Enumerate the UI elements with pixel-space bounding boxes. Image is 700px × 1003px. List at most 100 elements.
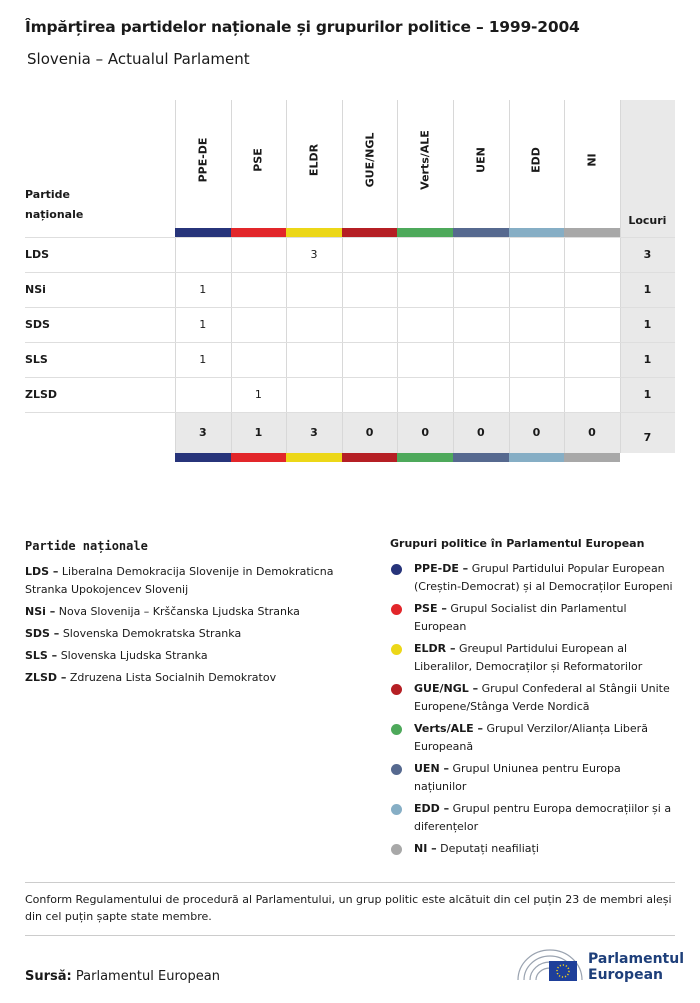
group-total: 0 [532,426,541,439]
legend-text: Grupul Verzilor/Alianța Liberă Europeană [414,722,648,753]
legend-dot [391,604,402,615]
title: Împărțirea partidelor naționale și grupu… [25,18,580,36]
group-color-bar [397,228,453,237]
group-color-bar [341,228,398,237]
legend-dot [391,644,402,655]
legend-item: NSi – Nova Slovenija – Krščanska Ljudska… [25,603,335,621]
row-total: 3 [643,248,652,261]
group-color-bar [453,228,509,237]
legend-text: Grupul Confederal al Stângii Unite Europ… [414,682,670,713]
legend-text: Slovenska Ljudska Stranka [60,649,208,662]
source-text: Parlamentul European [75,969,220,984]
group-total: 0 [588,426,596,439]
group-color-bar [341,453,398,462]
legend-text: Grupul pentru Europa democrațiilor și a … [414,802,672,833]
column-line [508,100,510,453]
group-color-bar [564,228,620,237]
group-total: 1 [254,426,263,439]
party-label: SLS [25,353,48,366]
legend-abbr: NI – [414,842,437,855]
legend-item: SDS – Slovenska Demokratska Stranka [25,625,335,643]
row-line [25,377,675,378]
legend-item: UEN – Grupul Uniunea pentru Europa națiu… [390,760,675,796]
legend-text: Liberalna Demokracija Slovenije in Demok… [25,565,334,596]
party-label: LDS [25,248,50,261]
grand-total: 7 [643,430,652,444]
column-line [453,100,454,453]
group-header: EDD [529,147,543,173]
legend-abbr: PSE – [414,602,447,615]
column-line [286,100,288,453]
legend-abbr: Verts/ALE – [414,722,483,735]
legend-dot [391,684,402,695]
legend-abbr: SLS – [25,649,58,662]
group-color-bar [175,228,231,237]
column-line [341,100,343,453]
total-header: Locuri [628,213,667,227]
legend-item: ZLSD – Zdruzena Lista Socialnih Demokrat… [25,669,335,687]
legend-item: ELDR – Greupul Partidului European al Li… [390,640,675,676]
group-color-bar [508,228,565,237]
group-color-bar [230,228,287,237]
column-line [175,100,176,453]
row-total: 1 [643,353,652,366]
legend-item: LDS – Liberalna Demokracija Slovenije in… [25,563,335,599]
legend-abbr: NSi – [25,605,56,618]
legend-abbr: ZLSD – [25,671,67,684]
seat-count: 3 [310,248,318,261]
logo-text: Parlamentul European [588,951,684,983]
legend-text: Grupul Uniunea pentru Europa națiunilor [414,762,621,793]
group-color-bar [286,228,342,237]
legend-text: Grupul Partidului Popular European (Creș… [414,562,673,593]
legend-text: Slovenska Demokratska Stranka [62,627,242,640]
group-header: PPE-DE [196,137,210,183]
legend-abbr: ELDR – [414,642,456,655]
legend-item: NI – Deputați neafiliați [390,840,675,858]
group-color-bar [453,453,509,462]
legend-dot [391,844,402,855]
party-label: SDS [25,318,50,331]
column-line [619,100,621,453]
legend-text: Nova Slovenija – Krščanska Ljudska Stran… [58,605,300,618]
legend-item: PSE – Grupul Socialist din Parlamentul E… [390,600,675,636]
row-line [25,307,675,308]
group-header: Verts/ALE [418,130,432,190]
row-line [25,342,675,343]
legend-abbr: UEN – [414,762,449,775]
legend-dot [391,564,402,575]
logo-mark [517,949,583,981]
legend-abbr: GUE/NGL – [414,682,479,695]
group-total: 3 [310,426,318,439]
group-header: PSE [251,148,265,172]
party-label: NSi [25,283,46,296]
party-label: ZLSD [25,388,58,401]
legend-item: PPE-DE – Grupul Partidului Popular Europ… [390,560,675,596]
group-color-bar [564,453,620,462]
legend-title: Grupuri politice în Parlamentul European [390,537,645,550]
column-line [397,100,399,453]
seat-count: 1 [254,388,262,401]
group-total: 3 [198,426,207,439]
logo-line: European [588,967,663,983]
logo-line: Parlamentul [588,951,684,967]
column-line [230,100,232,453]
legend-text: Grupul Socialist din Parlamentul Europea… [414,602,627,633]
row-total: 1 [643,388,652,401]
source-label: Sursă: [25,969,72,984]
group-color-bar [175,453,231,462]
legend-text: Greupul Partidului European al Liberalil… [414,642,643,673]
group-header: GUE/NGL [363,132,377,188]
seat-count: 1 [199,353,207,366]
legend-item: Verts/ALE – Grupul Verzilor/Alianța Libe… [390,720,675,756]
seat-count: 1 [199,283,207,296]
legend-dot [391,724,402,735]
legend-title: Partide naționale [25,539,148,553]
table: Partide naționale Locuri PPE-DE 3 PSE 1 ELDR 3 G… [0,0,700,470]
group-header: ELDR [307,143,321,177]
legend-text: Deputați neafiliați [440,842,539,855]
group-color-bar [397,453,453,462]
legend-item: EDD – Grupul pentru Europa democrațiilor… [390,800,675,836]
subtitle: Slovenia – Actualul Parlament [27,50,250,68]
source: Sursă: Parlamentul European [25,969,220,984]
